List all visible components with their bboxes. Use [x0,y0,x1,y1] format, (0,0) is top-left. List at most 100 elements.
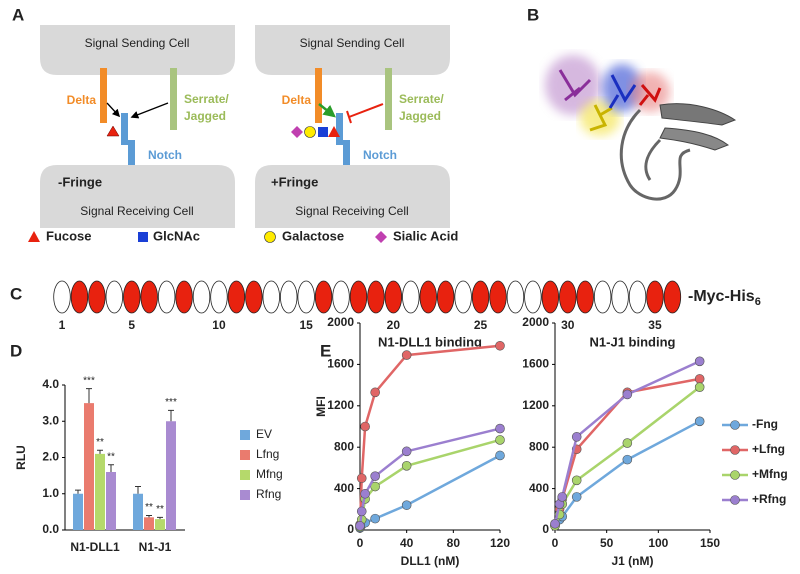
y-tick-label: 2.0 [42,450,59,464]
line [358,438,501,528]
legend-label: +Lfng [752,442,785,456]
point [622,389,633,400]
bar [95,453,105,530]
point [694,374,705,384]
line [358,427,501,527]
cell-label: Signal Sending Cell [85,36,190,50]
label: Jagged [399,109,441,123]
egf-repeat [123,280,141,314]
legend-label: GlcNAc [153,228,200,243]
protein-structure [545,55,737,201]
error-bar [108,464,114,472]
legend-swatch [240,490,250,500]
y-tick-label: 800 [529,439,549,453]
point [401,500,412,510]
label: Serrate/ [184,92,229,106]
point [571,475,582,486]
egf-repeat [105,280,124,314]
egf-repeat [367,280,385,314]
point [495,340,505,351]
y-tick-label: 800 [334,439,354,453]
egf-repeat [559,280,577,314]
point [360,421,370,432]
y-tick-label: 2000 [327,315,354,329]
egf-repeat [157,280,176,314]
egf-repeat [663,280,682,314]
legend-label: Galactose [282,228,344,243]
point [571,492,582,502]
arrow [106,102,121,118]
label: Delta [67,93,97,107]
point [355,521,365,531]
label: Delta [282,93,312,107]
repeat-number: 30 [561,318,575,332]
error-bar [97,449,103,454]
legend-swatch [240,450,250,460]
egf-repeat [297,280,315,314]
x-tick-label: N1-DLL1 [70,540,120,554]
cell [40,25,235,75]
legend-label: Lfng [256,447,279,461]
arrow [130,102,169,119]
error-bar [86,388,92,404]
cell-label: Signal Sending Cell [300,36,405,50]
significance: ** [107,451,115,462]
point [360,488,370,499]
chart-title: N1-J1 binding [590,334,676,349]
egf-repeat [314,280,333,314]
x-tick-label: N1-J1 [139,540,172,554]
serrate-bar [385,68,392,130]
egf-repeat [175,280,193,314]
panel-label: E [320,341,331,360]
legend-label: Mfng [256,467,283,481]
legend-marker [730,445,740,455]
delta-bar [315,68,322,123]
point [495,450,505,461]
legend-marker [730,420,740,430]
y-tick-label: 1200 [327,398,354,412]
x-tick-label: 50 [600,536,614,550]
bar [133,493,143,530]
point [401,461,412,471]
significance: ** [145,502,153,513]
label: Notch [363,148,397,162]
error-bar [157,516,163,520]
egf-repeat [646,280,664,314]
domain-map: -Myc-His6 1 5 10 15 20 25 30 35 [53,280,761,332]
y-tick-label: 0.0 [42,522,59,536]
diagram: Signal Sending Cell Delta Serrate/ Jagge… [40,25,235,228]
x-tick-label: 40 [400,536,414,550]
egf-repeat [593,280,612,314]
egf-repeat [628,280,647,314]
repeat-number: 20 [387,318,401,332]
significance: *** [165,397,177,408]
tag-label: -Myc-His6 [688,288,761,308]
legend-label: Fucose [46,228,92,243]
chart-title: N1-DLL1 binding [378,334,482,349]
fucose [106,125,120,137]
point [694,382,705,392]
y-tick-label: 1600 [327,357,354,371]
bar [155,519,165,530]
point [401,350,412,360]
egf-repeat [506,280,525,314]
y-tick-label: 0 [542,522,549,536]
y-tick-label: 400 [529,481,549,495]
error-bar [168,409,174,422]
egf-repeat [210,280,228,314]
egf-repeat [402,280,420,314]
bar [166,421,176,530]
egf-repeat [454,280,472,314]
y-tick-label: 2000 [522,315,549,329]
cell [255,25,450,75]
label: +Fringe [271,174,318,189]
x-tick-label: 100 [648,536,668,550]
legend-swatch [240,430,250,440]
label: Serrate/ [399,92,444,106]
bar [84,403,94,530]
y-tick-label: 1.0 [42,486,59,500]
bar [144,517,154,530]
serrate-bar [170,68,177,130]
egf-repeat [349,280,368,314]
x-axis-label: J1 (nM) [612,554,654,568]
